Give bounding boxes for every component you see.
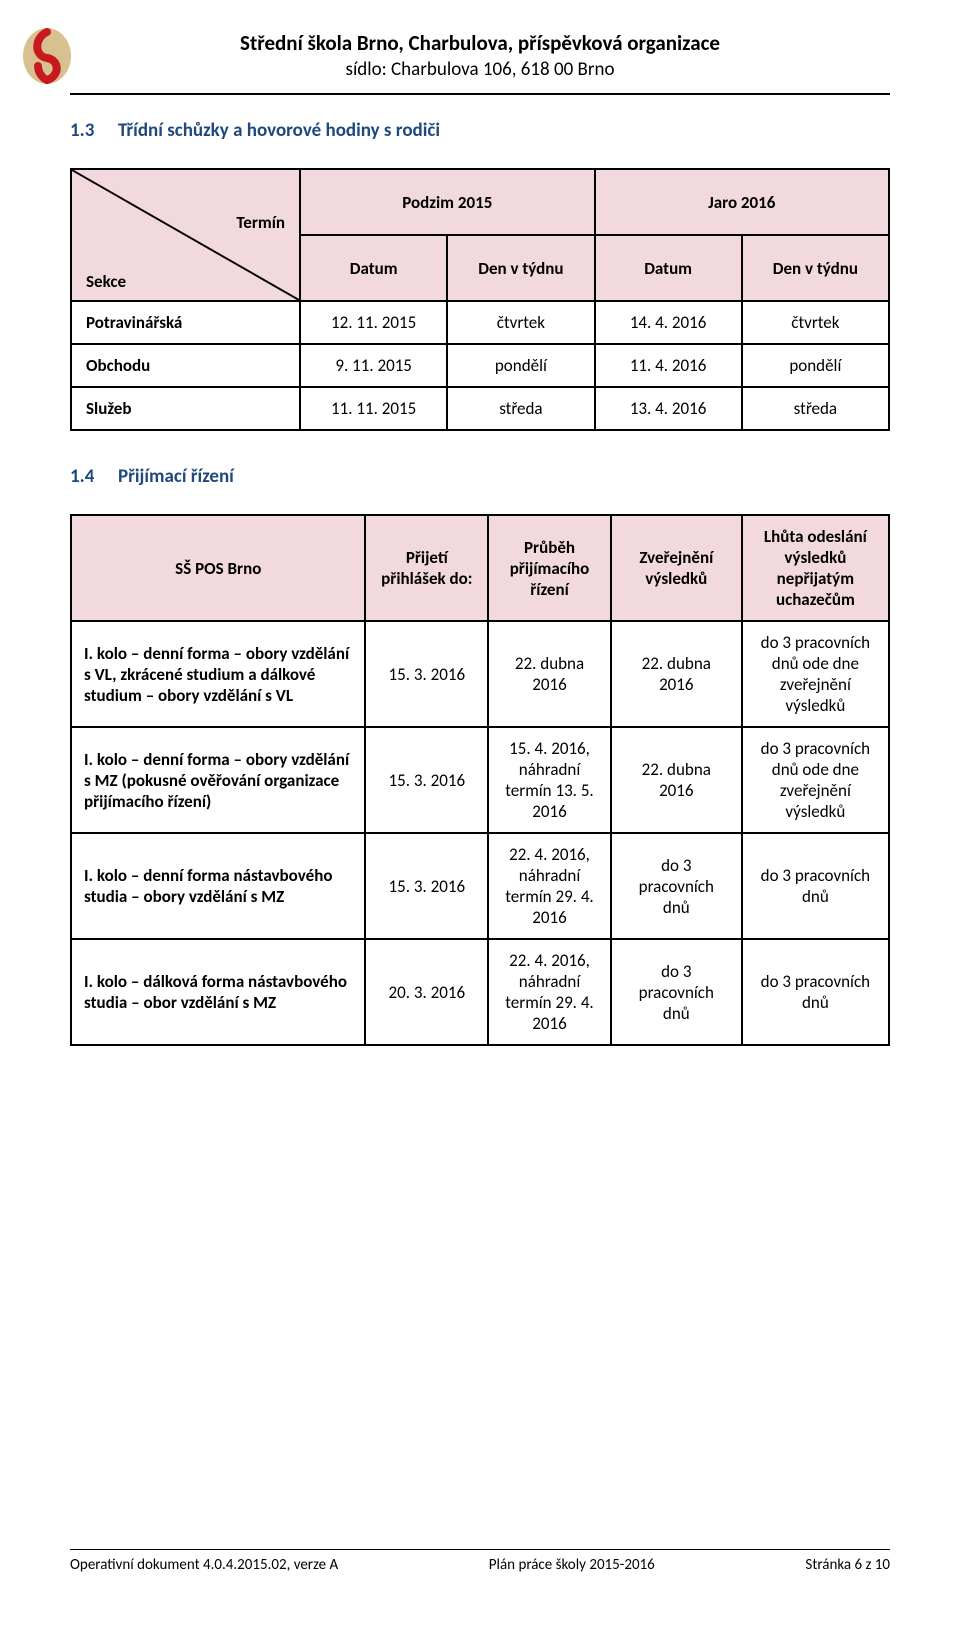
table-row: Služeb 11. 11. 2015 středa 13. 4. 2016 s… — [71, 387, 889, 430]
admissions-table: SŠ POS Brno Přijetí přihlášek do: Průběh… — [70, 514, 890, 1046]
section-1-4-title: 1.4Přijímací řízení — [70, 465, 890, 488]
section-1-3-title: 1.3Třídní schůzky a hovorové hodiny s ro… — [70, 119, 890, 142]
col-header: SŠ POS Brno — [71, 515, 365, 621]
col-header: Přijetí přihlášek do: — [365, 515, 488, 621]
row-label: Potravinářská — [71, 301, 300, 344]
sub-header: Den v týdnu — [447, 235, 594, 301]
section-label: Přijímací řízení — [118, 465, 234, 488]
table-row: I. kolo – denní forma – obory vzdělání s… — [71, 727, 889, 833]
school-address: sídlo: Charbulova 106, 618 00 Brno — [70, 58, 890, 81]
row-label: Obchodu — [71, 344, 300, 387]
row-label: Služeb — [71, 387, 300, 430]
row-label: I. kolo – denní forma – obory vzdělání s… — [71, 621, 365, 727]
table-row: Obchodu 9. 11. 2015 pondělí 11. 4. 2016 … — [71, 344, 889, 387]
cell: 22. dubna 2016 — [488, 621, 611, 727]
footer-center: Plán práce školy 2015-2016 — [489, 1556, 655, 1574]
row-label: I. kolo – denní forma – obory vzdělání s… — [71, 727, 365, 833]
footer-right: Stránka 6 z 10 — [805, 1556, 890, 1574]
cell: 22. dubna 2016 — [611, 727, 742, 833]
cell: 14. 4. 2016 — [595, 301, 742, 344]
cell: čtvrtek — [447, 301, 594, 344]
cell: 15. 3. 2016 — [365, 621, 488, 727]
cell: 11. 11. 2015 — [300, 387, 447, 430]
cell: 20. 3. 2016 — [365, 939, 488, 1045]
cell: 12. 11. 2015 — [300, 301, 447, 344]
cell: 22. 4. 2016, náhradní termín 29. 4. 2016 — [488, 833, 611, 939]
col-header: Zveřejnění výsledků — [611, 515, 742, 621]
cell: středa — [742, 387, 889, 430]
cell: 22. 4. 2016, náhradní termín 29. 4. 2016 — [488, 939, 611, 1045]
term-header: Jaro 2016 — [595, 169, 890, 235]
cell: 9. 11. 2015 — [300, 344, 447, 387]
sub-header: Datum — [595, 235, 742, 301]
table-row: I. kolo – dálková forma nástavbového stu… — [71, 939, 889, 1045]
row-axis-label: Sekce — [86, 271, 126, 292]
cell: do 3 pracovních dnů ode dne zveřejnění v… — [742, 727, 889, 833]
diagonal-header-cell: Sekce Termín — [71, 169, 300, 301]
cell: pondělí — [742, 344, 889, 387]
term-header: Podzim 2015 — [300, 169, 594, 235]
cell: pondělí — [447, 344, 594, 387]
cell: 13. 4. 2016 — [595, 387, 742, 430]
section-label: Třídní schůzky a hovorové hodiny s rodič… — [118, 119, 440, 142]
cell: do 3 pracovních dnů — [611, 833, 742, 939]
section-number: 1.3 — [70, 119, 118, 142]
col-header: Lhůta odeslání výsledků nepřijatým uchaz… — [742, 515, 889, 621]
cell: středa — [447, 387, 594, 430]
table-row: Potravinářská 12. 11. 2015 čtvrtek 14. 4… — [71, 301, 889, 344]
row-label: I. kolo – denní forma nástavbového studi… — [71, 833, 365, 939]
cell: do 3 pracovních dnů ode dne zveřejnění v… — [742, 621, 889, 727]
cell: do 3 pracovních dnů — [611, 939, 742, 1045]
school-logo — [20, 26, 74, 86]
col-header: Průběh přijímacího řízení — [488, 515, 611, 621]
table-row: I. kolo – denní forma nástavbového studi… — [71, 833, 889, 939]
schedule-table: Sekce Termín Podzim 2015 Jaro 2016 Datum… — [70, 168, 890, 431]
cell: 11. 4. 2016 — [595, 344, 742, 387]
school-name: Střední škola Brno, Charbulova, příspěvk… — [70, 30, 890, 56]
page-header: Střední škola Brno, Charbulova, příspěvk… — [70, 30, 890, 95]
cell: do 3 pracovních dnů — [742, 939, 889, 1045]
cell: 15. 3. 2016 — [365, 727, 488, 833]
sub-header: Datum — [300, 235, 447, 301]
section-number: 1.4 — [70, 465, 118, 488]
table-row: I. kolo – denní forma – obory vzdělání s… — [71, 621, 889, 727]
cell: do 3 pracovních dnů — [742, 833, 889, 939]
cell: čtvrtek — [742, 301, 889, 344]
sub-header: Den v týdnu — [742, 235, 889, 301]
footer-left: Operativní dokument 4.0.4.2015.02, verze… — [70, 1556, 338, 1574]
col-axis-label: Termín — [236, 212, 285, 233]
cell: 15. 4. 2016, náhradní termín 13. 5. 2016 — [488, 727, 611, 833]
row-label: I. kolo – dálková forma nástavbového stu… — [71, 939, 365, 1045]
page-footer: Operativní dokument 4.0.4.2015.02, verze… — [70, 1549, 890, 1574]
cell: 22. dubna 2016 — [611, 621, 742, 727]
cell: 15. 3. 2016 — [365, 833, 488, 939]
